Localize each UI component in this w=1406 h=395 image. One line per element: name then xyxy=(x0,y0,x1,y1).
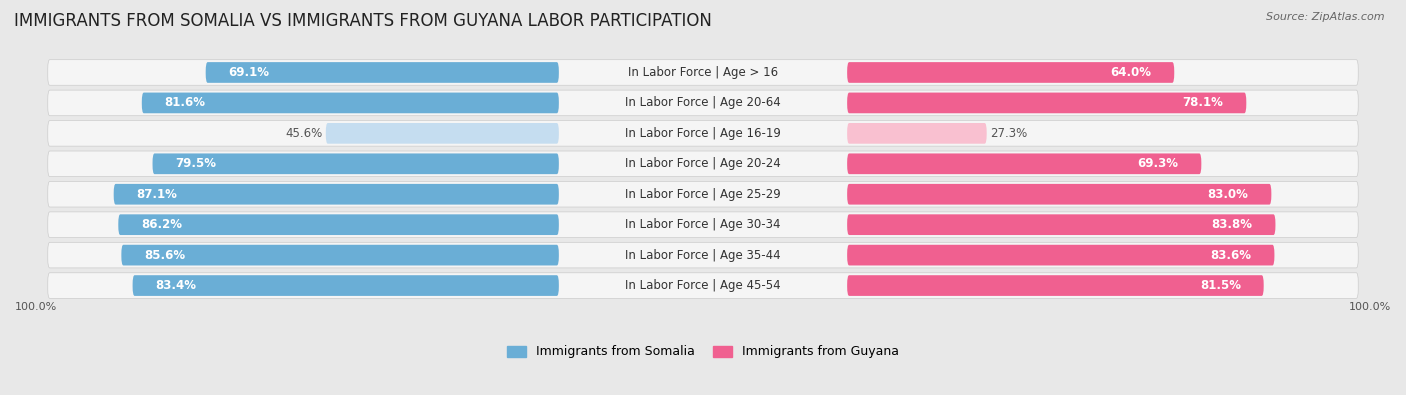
FancyBboxPatch shape xyxy=(848,123,987,144)
FancyBboxPatch shape xyxy=(118,214,558,235)
FancyBboxPatch shape xyxy=(48,273,1358,298)
FancyBboxPatch shape xyxy=(848,92,1246,113)
Text: 83.6%: 83.6% xyxy=(1211,248,1251,261)
FancyBboxPatch shape xyxy=(132,275,558,296)
FancyBboxPatch shape xyxy=(848,214,1275,235)
FancyBboxPatch shape xyxy=(48,151,1358,177)
Text: In Labor Force | Age 45-54: In Labor Force | Age 45-54 xyxy=(626,279,780,292)
Text: 87.1%: 87.1% xyxy=(136,188,177,201)
Text: In Labor Force | Age 35-44: In Labor Force | Age 35-44 xyxy=(626,248,780,261)
Text: 69.1%: 69.1% xyxy=(229,66,270,79)
FancyBboxPatch shape xyxy=(48,90,1358,116)
FancyBboxPatch shape xyxy=(848,62,1174,83)
Text: 86.2%: 86.2% xyxy=(141,218,183,231)
Legend: Immigrants from Somalia, Immigrants from Guyana: Immigrants from Somalia, Immigrants from… xyxy=(502,340,904,363)
Text: In Labor Force | Age 20-64: In Labor Force | Age 20-64 xyxy=(626,96,780,109)
Text: 83.4%: 83.4% xyxy=(156,279,197,292)
Text: 69.3%: 69.3% xyxy=(1137,157,1178,170)
Text: 64.0%: 64.0% xyxy=(1111,66,1152,79)
Text: 79.5%: 79.5% xyxy=(176,157,217,170)
Text: In Labor Force | Age 20-24: In Labor Force | Age 20-24 xyxy=(626,157,780,170)
FancyBboxPatch shape xyxy=(48,120,1358,146)
FancyBboxPatch shape xyxy=(205,62,558,83)
Text: 83.8%: 83.8% xyxy=(1212,218,1253,231)
Text: 100.0%: 100.0% xyxy=(15,303,58,312)
Text: 27.3%: 27.3% xyxy=(990,127,1028,140)
Text: IMMIGRANTS FROM SOMALIA VS IMMIGRANTS FROM GUYANA LABOR PARTICIPATION: IMMIGRANTS FROM SOMALIA VS IMMIGRANTS FR… xyxy=(14,12,711,30)
Text: 81.5%: 81.5% xyxy=(1199,279,1240,292)
FancyBboxPatch shape xyxy=(48,243,1358,268)
FancyBboxPatch shape xyxy=(848,275,1264,296)
FancyBboxPatch shape xyxy=(142,92,558,113)
FancyBboxPatch shape xyxy=(48,60,1358,85)
Text: 81.6%: 81.6% xyxy=(165,96,205,109)
FancyBboxPatch shape xyxy=(48,181,1358,207)
FancyBboxPatch shape xyxy=(121,245,558,265)
Text: In Labor Force | Age 25-29: In Labor Force | Age 25-29 xyxy=(626,188,780,201)
Text: 85.6%: 85.6% xyxy=(145,248,186,261)
FancyBboxPatch shape xyxy=(326,123,558,144)
Text: 100.0%: 100.0% xyxy=(1348,303,1391,312)
Text: 78.1%: 78.1% xyxy=(1182,96,1223,109)
FancyBboxPatch shape xyxy=(152,153,558,174)
FancyBboxPatch shape xyxy=(848,184,1271,205)
Text: Source: ZipAtlas.com: Source: ZipAtlas.com xyxy=(1267,12,1385,22)
FancyBboxPatch shape xyxy=(848,153,1201,174)
Text: 83.0%: 83.0% xyxy=(1208,188,1249,201)
Text: In Labor Force | Age > 16: In Labor Force | Age > 16 xyxy=(628,66,778,79)
FancyBboxPatch shape xyxy=(48,212,1358,237)
FancyBboxPatch shape xyxy=(114,184,558,205)
Text: 45.6%: 45.6% xyxy=(285,127,322,140)
Text: In Labor Force | Age 30-34: In Labor Force | Age 30-34 xyxy=(626,218,780,231)
Text: In Labor Force | Age 16-19: In Labor Force | Age 16-19 xyxy=(626,127,780,140)
FancyBboxPatch shape xyxy=(848,245,1274,265)
